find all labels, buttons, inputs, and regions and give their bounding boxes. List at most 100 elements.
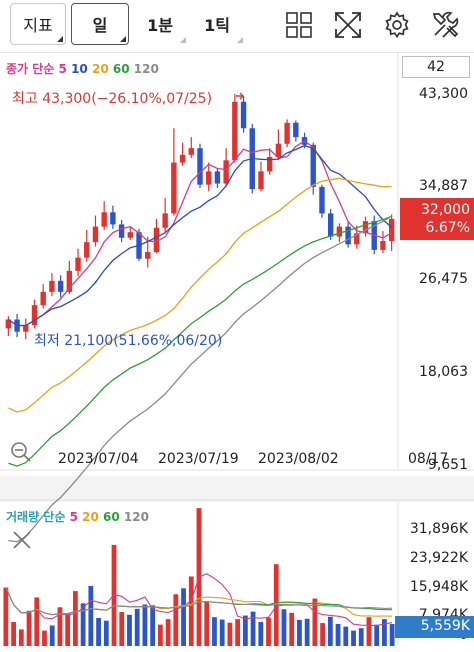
ma120-label: 120 <box>133 62 159 76</box>
volume-bar <box>96 617 101 646</box>
volume-axis-label: 31,896K <box>409 521 468 537</box>
date-axis-band <box>0 476 474 502</box>
vol-ma120-line <box>5 587 393 616</box>
indicator-corner-icon <box>57 36 63 42</box>
volume-bar <box>258 621 264 646</box>
toolbar-divider <box>0 52 474 53</box>
volume-bar <box>111 544 117 646</box>
volume-bar <box>127 614 132 646</box>
ma120-line <box>8 215 392 543</box>
volume-bar <box>65 613 71 646</box>
ma10-line <box>8 144 393 327</box>
volume-bar <box>304 618 310 646</box>
volume-bar <box>281 609 287 646</box>
close-icon[interactable] <box>12 530 32 550</box>
volume-bar <box>57 607 63 646</box>
candle-body <box>40 291 46 306</box>
high-marker-arrow <box>236 92 244 100</box>
current-price-badge: 32,000 6.67% <box>400 198 474 240</box>
volume-bar <box>11 621 16 646</box>
candle-count-value: 42 <box>427 59 445 75</box>
volume-bar <box>212 617 217 646</box>
candle-body <box>327 213 334 237</box>
price-axis-label: 34,887 <box>419 178 468 194</box>
volume-bar <box>103 620 109 646</box>
volume-bar <box>327 616 333 646</box>
candle-body <box>101 212 107 227</box>
volume-bar <box>34 597 40 646</box>
ma10-label: 10 <box>71 62 88 76</box>
candle-count-input[interactable]: 42 <box>402 56 470 78</box>
volume-bar <box>389 624 395 646</box>
candle-body <box>57 280 64 292</box>
high-price-annotation: 최고 43,300(−26.10%,07/25) <box>12 91 213 107</box>
ma-legend-title: 종가 단순 <box>6 62 55 76</box>
candle-body <box>266 157 273 172</box>
candle-body <box>66 270 73 292</box>
day-corner-icon <box>120 36 126 42</box>
period-tick-button[interactable]: 1틱 <box>189 3 245 45</box>
candle-body <box>362 221 369 234</box>
indicator-button-label: 지표 <box>23 16 53 35</box>
volume-bar <box>18 629 24 646</box>
volume-bar <box>219 619 225 646</box>
period-minute-label: 1분 <box>147 16 173 35</box>
volume-bar <box>188 576 194 646</box>
volume-bar <box>227 622 233 646</box>
ma20-line <box>8 177 392 413</box>
period-day-button[interactable]: 일 <box>71 3 129 45</box>
gear-icon[interactable] <box>380 8 414 42</box>
volume-bar <box>204 601 210 646</box>
grid-layout-icon[interactable] <box>282 8 316 42</box>
candle-body <box>49 280 55 292</box>
volume-axis-label: 15,948K <box>409 579 468 595</box>
volume-bar <box>134 608 140 646</box>
ma-legend: 종가 단순 5 10 20 60 120 <box>6 60 159 77</box>
vol-ma120-label: 120 <box>123 510 149 524</box>
indicator-button[interactable]: 지표 <box>10 3 66 45</box>
ma5-label: 5 <box>58 62 67 76</box>
zoom-out-icon[interactable] <box>10 441 32 463</box>
volume-bar <box>42 630 47 646</box>
candle-body <box>345 226 351 245</box>
volume-bar <box>366 617 372 646</box>
candle-body <box>5 319 12 329</box>
date-axis-label: 2023/07/04 <box>58 451 139 467</box>
candle-body <box>162 213 168 228</box>
tools-icon[interactable] <box>428 8 462 42</box>
volume-bar <box>335 623 341 646</box>
minute-corner-icon <box>180 37 186 43</box>
volume-bar <box>382 619 387 646</box>
volume-bar <box>297 619 302 646</box>
candle-body <box>110 212 116 225</box>
candle-body <box>179 154 186 163</box>
candle-body <box>336 226 343 237</box>
volume-bar <box>173 594 179 646</box>
candle-body <box>75 257 81 271</box>
volume-bar <box>181 588 186 646</box>
candle-body <box>153 227 160 253</box>
volume-bar <box>49 625 55 646</box>
candle-body <box>232 101 238 161</box>
candle-body <box>171 162 177 214</box>
ma20-label: 20 <box>91 62 109 76</box>
period-tick-label: 1틱 <box>204 16 230 35</box>
fullscreen-icon[interactable] <box>331 8 365 42</box>
period-day-label: 일 <box>92 16 108 35</box>
volume-bar <box>119 612 125 646</box>
candle-body <box>31 305 38 326</box>
volume-bar <box>242 615 248 646</box>
price-axis-label: 43,300 <box>419 86 468 102</box>
candle-body <box>127 232 134 238</box>
price-axis-label: 9,651 <box>427 457 468 473</box>
volume-bar <box>266 617 271 646</box>
volume-bar <box>88 585 94 646</box>
current-price-change: 6.67% <box>425 220 470 236</box>
volume-bar <box>358 628 364 646</box>
ma60-label: 60 <box>112 62 130 76</box>
candle-body <box>319 186 325 214</box>
candle-body <box>145 252 151 259</box>
candle-body <box>284 122 290 144</box>
period-minute-button[interactable]: 1분 <box>132 3 188 45</box>
